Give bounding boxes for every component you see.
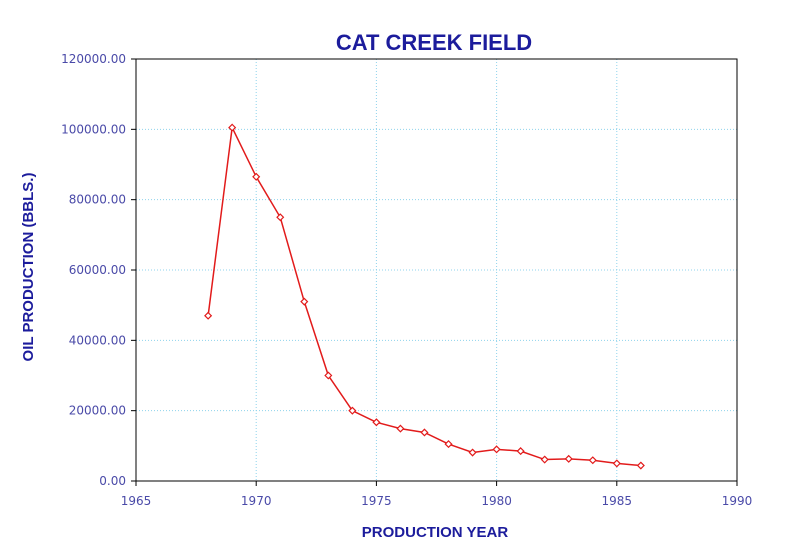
data-point [396,424,405,433]
x-tick-label: 1985 [602,494,633,508]
data-point [300,297,309,306]
data-point [420,428,429,437]
series-layer [204,123,645,470]
data-point [516,447,525,456]
data-point [540,455,549,464]
data-point [564,454,573,463]
data-point [468,448,477,457]
data-point [492,445,501,454]
x-tick-label: 1975 [361,494,392,508]
y-tick-label: 0.00 [99,474,126,488]
axes: 1965 1970 1975 1980 1985 1990 0.00 20000.00 4000… [61,52,752,508]
data-point [348,406,357,415]
series-line [207,124,641,467]
x-tick-label: 1970 [241,494,272,508]
y-tick-label: 60000.00 [69,263,126,277]
data-point [372,418,381,427]
chart-title: CAT CREEK FIELD [336,30,532,55]
data-point [324,371,333,380]
y-tick-label: 120000.00 [61,52,126,66]
y-tick-label: 80000.00 [69,193,126,207]
y-tick-label: 40000.00 [69,333,126,347]
y-axis-title: OIL PRODUCTION (BBLS.) [20,173,37,362]
data-point [636,461,645,470]
data-point [612,459,621,468]
data-point [252,172,261,181]
data-point [204,311,213,320]
x-tick-label: 1990 [722,494,753,508]
data-point [588,456,597,465]
x-tick-label: 1980 [481,494,512,508]
data-point [276,213,285,222]
data-point [444,440,453,449]
data-point [228,123,237,132]
y-tick-label: 100000.00 [61,122,126,136]
x-axis-title: PRODUCTION YEAR [362,524,509,541]
x-tick-label: 1965 [121,494,152,508]
y-tick-label: 20000.00 [69,404,126,418]
grid [136,59,737,481]
